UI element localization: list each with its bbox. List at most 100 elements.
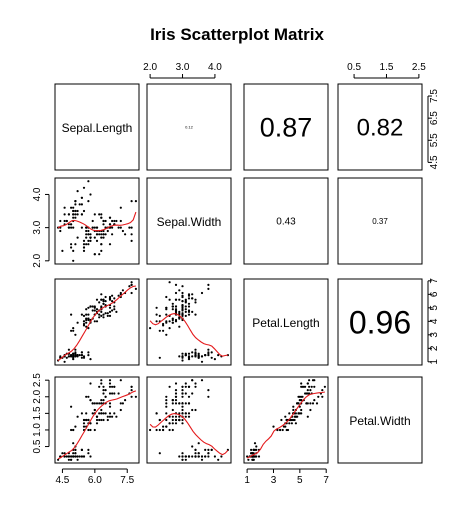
data-point (63, 219, 66, 223)
data-point (102, 385, 105, 388)
data-point (113, 297, 116, 300)
data-point (165, 320, 168, 323)
tick-label: 2.5 (412, 62, 426, 73)
data-point (100, 233, 103, 236)
data-point (76, 458, 79, 461)
data-point (91, 309, 94, 312)
smooth-line (149, 413, 229, 456)
data-point (124, 233, 127, 236)
data-point (67, 458, 70, 461)
data-point (200, 355, 204, 358)
data-point (63, 206, 66, 209)
panel-3-3: Petal.Width (337, 376, 423, 464)
data-point (104, 219, 107, 223)
panel-frame (54, 177, 140, 265)
data-point (95, 402, 99, 405)
data-point (187, 415, 191, 418)
data-point (72, 209, 75, 213)
data-point (300, 382, 303, 385)
data-point (74, 203, 77, 206)
data-point (102, 389, 105, 392)
data-point (102, 316, 105, 319)
data-point (98, 402, 101, 405)
data-point (72, 352, 75, 355)
tick-label: 7 (429, 278, 440, 284)
data-point (207, 348, 210, 351)
data-point (178, 402, 181, 405)
data-point (89, 193, 92, 196)
data-point (168, 281, 171, 284)
panel-2-1 (146, 278, 232, 366)
data-point (207, 448, 210, 451)
data-point (87, 233, 90, 236)
axis-Petal.Width-left: 0.5 1.0 1.5 2.0 2.5 (32, 373, 50, 453)
data-point (207, 389, 210, 392)
data-point (102, 219, 105, 223)
data-point (108, 297, 112, 300)
data-point (165, 395, 168, 398)
data-point (200, 379, 204, 382)
data-point (272, 425, 275, 428)
smooth-line (57, 285, 136, 362)
data-point (174, 418, 178, 422)
data-point (155, 412, 158, 415)
data-point (194, 301, 197, 304)
tick-label: 2.0 (143, 62, 157, 73)
data-point (313, 385, 316, 388)
data-point (67, 226, 70, 229)
data-point (113, 219, 116, 223)
data-point (82, 249, 86, 252)
data-point (171, 302, 174, 305)
data-point (85, 321, 88, 324)
data-point (115, 310, 118, 313)
data-point (184, 382, 187, 385)
data-point (87, 306, 90, 309)
data-point (197, 442, 200, 445)
data-point (93, 320, 96, 323)
data-point (178, 355, 181, 358)
data-point (89, 358, 92, 361)
data-point (165, 306, 168, 309)
data-point (93, 213, 96, 216)
panel-frame (337, 83, 423, 171)
data-point (89, 399, 92, 402)
data-point (165, 412, 168, 415)
data-point (87, 452, 90, 455)
panel-frame (146, 177, 232, 265)
data-point (85, 412, 88, 415)
data-point (93, 306, 96, 309)
data-point (87, 200, 90, 203)
tick-label: 1.0 (32, 423, 43, 437)
data-point (89, 239, 92, 242)
data-point (162, 428, 165, 432)
data-point (194, 354, 197, 357)
data-point (100, 298, 103, 301)
data-point (85, 226, 88, 229)
data-point (181, 458, 184, 461)
data-point (119, 408, 122, 412)
data-point (70, 226, 73, 229)
data-point (181, 312, 184, 315)
data-point (174, 291, 178, 295)
data-point (187, 294, 191, 297)
data-point (213, 358, 216, 361)
data-point (181, 295, 184, 299)
data-point (111, 219, 114, 223)
data-point (82, 356, 86, 359)
data-point (300, 408, 303, 412)
data-point (100, 249, 103, 252)
data-point (171, 317, 174, 320)
data-point (184, 415, 187, 418)
data-point (191, 408, 194, 412)
data-point (301, 395, 304, 398)
data-point (130, 226, 133, 229)
data-point (184, 402, 187, 405)
data-point (70, 458, 73, 461)
data-point (113, 385, 116, 388)
data-point (76, 321, 79, 324)
tick-label: 6.0 (88, 475, 102, 486)
data-point (72, 455, 75, 458)
tick-label: 0.5 (347, 62, 361, 73)
data-point (168, 327, 171, 330)
data-point (72, 216, 75, 219)
